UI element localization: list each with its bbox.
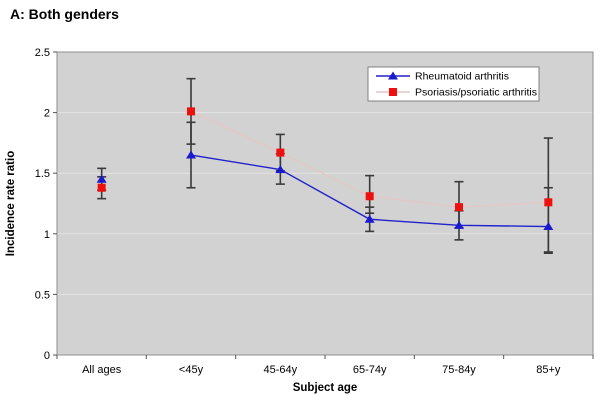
data-point-marker	[364, 214, 375, 223]
data-point-marker	[275, 165, 286, 174]
y-tick-label: 2	[44, 108, 50, 120]
figure-title: A: Both genders	[10, 6, 119, 22]
y-tick-label: 0	[44, 350, 50, 362]
data-point-marker	[96, 174, 107, 183]
legend-marker-icon	[389, 88, 397, 96]
y-tick-label: 1.5	[35, 168, 50, 180]
x-tick-label: All ages	[82, 364, 122, 376]
data-point-marker	[544, 198, 553, 207]
x-tick-label: 75-84y	[442, 364, 476, 376]
x-axis-title: Subject age	[293, 382, 358, 394]
data-point-marker	[543, 222, 554, 231]
data-point-marker	[276, 148, 285, 157]
y-tick-label: 1	[44, 229, 50, 241]
data-point-marker	[186, 150, 196, 159]
legend-marker-icon	[388, 71, 398, 80]
y-axis-title: Incidence rate ratio	[5, 151, 17, 256]
legend-entry-label: Psoriasis/psoriatic arthritis	[415, 87, 537, 99]
x-tick-label: 45-64y	[264, 364, 298, 376]
x-tick-label: <45y	[179, 364, 204, 376]
legend-entry-label: Rheumatoid arthritis	[415, 71, 509, 83]
data-point-marker	[97, 183, 106, 192]
data-point-marker	[365, 192, 374, 201]
y-tick-label: 2.5	[35, 47, 50, 59]
data-point-marker	[187, 107, 195, 116]
data-point-marker	[454, 220, 464, 229]
plot-area	[57, 52, 593, 355]
data-point-marker	[455, 203, 463, 212]
x-tick-label: 85+y	[536, 364, 561, 376]
y-tick-label: 0.5	[35, 289, 50, 301]
x-tick-label: 65-74y	[353, 364, 387, 376]
